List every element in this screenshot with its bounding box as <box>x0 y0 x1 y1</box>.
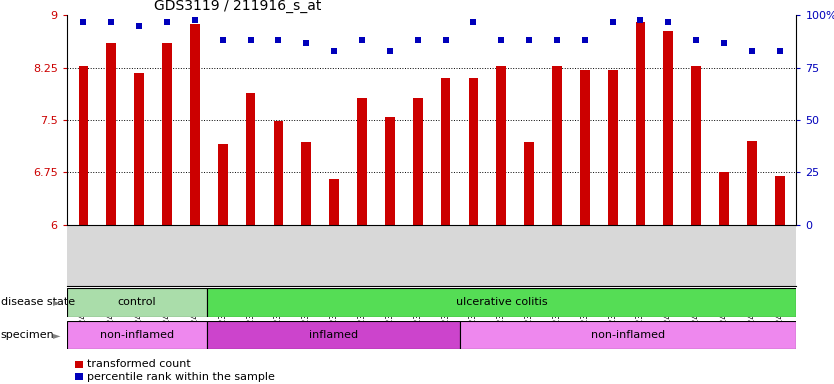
Point <box>690 37 703 43</box>
Bar <box>78 66 88 225</box>
Bar <box>580 70 590 225</box>
Point <box>244 37 257 43</box>
Point <box>299 40 313 46</box>
Bar <box>190 24 199 225</box>
Text: control: control <box>118 297 156 308</box>
Bar <box>357 98 367 225</box>
Bar <box>134 73 144 225</box>
Text: non-inflamed: non-inflamed <box>100 330 174 340</box>
Bar <box>385 116 394 225</box>
Bar <box>274 121 284 225</box>
Point <box>746 48 759 54</box>
Text: disease state: disease state <box>1 297 75 308</box>
Bar <box>301 142 311 225</box>
Text: transformed count: transformed count <box>87 359 190 369</box>
Bar <box>496 66 506 225</box>
Bar <box>664 31 673 225</box>
Bar <box>691 66 701 225</box>
Point <box>773 48 786 54</box>
Bar <box>67 288 207 317</box>
Text: ulcerative colitis: ulcerative colitis <box>456 297 548 308</box>
Bar <box>218 144 228 225</box>
Point <box>216 37 229 43</box>
Point <box>578 37 591 43</box>
Point <box>188 17 202 23</box>
Point <box>411 37 425 43</box>
Point <box>467 18 480 25</box>
Point <box>328 48 341 54</box>
Bar <box>525 142 534 225</box>
Bar <box>207 321 460 349</box>
Bar <box>608 70 617 225</box>
Bar <box>469 78 478 225</box>
Point <box>355 37 369 43</box>
Bar <box>460 321 796 349</box>
Text: ►: ► <box>53 297 61 308</box>
Bar <box>747 141 756 225</box>
Text: inflamed: inflamed <box>309 330 358 340</box>
Text: specimen: specimen <box>1 330 54 340</box>
Bar <box>552 66 562 225</box>
Bar <box>636 22 646 225</box>
Bar <box>67 321 207 349</box>
Point <box>104 18 118 25</box>
Bar <box>162 43 172 225</box>
Point <box>160 18 173 25</box>
Point <box>439 37 452 43</box>
Point <box>272 37 285 43</box>
Bar <box>775 176 785 225</box>
Point <box>522 37 535 43</box>
Point <box>133 23 146 29</box>
Text: percentile rank within the sample: percentile rank within the sample <box>87 372 274 382</box>
Point <box>550 37 564 43</box>
Point <box>717 40 731 46</box>
Bar <box>329 179 339 225</box>
Point <box>77 18 90 25</box>
Bar <box>107 43 116 225</box>
Text: GDS3119 / 211916_s_at: GDS3119 / 211916_s_at <box>154 0 322 13</box>
Text: ►: ► <box>53 330 61 340</box>
Bar <box>207 288 796 317</box>
Point <box>383 48 396 54</box>
Point <box>495 37 508 43</box>
Point <box>606 18 620 25</box>
Point <box>661 18 675 25</box>
Bar <box>413 98 423 225</box>
Bar <box>440 78 450 225</box>
Bar <box>246 93 255 225</box>
Bar <box>719 172 729 225</box>
Point <box>634 17 647 23</box>
Text: non-inflamed: non-inflamed <box>591 330 666 340</box>
